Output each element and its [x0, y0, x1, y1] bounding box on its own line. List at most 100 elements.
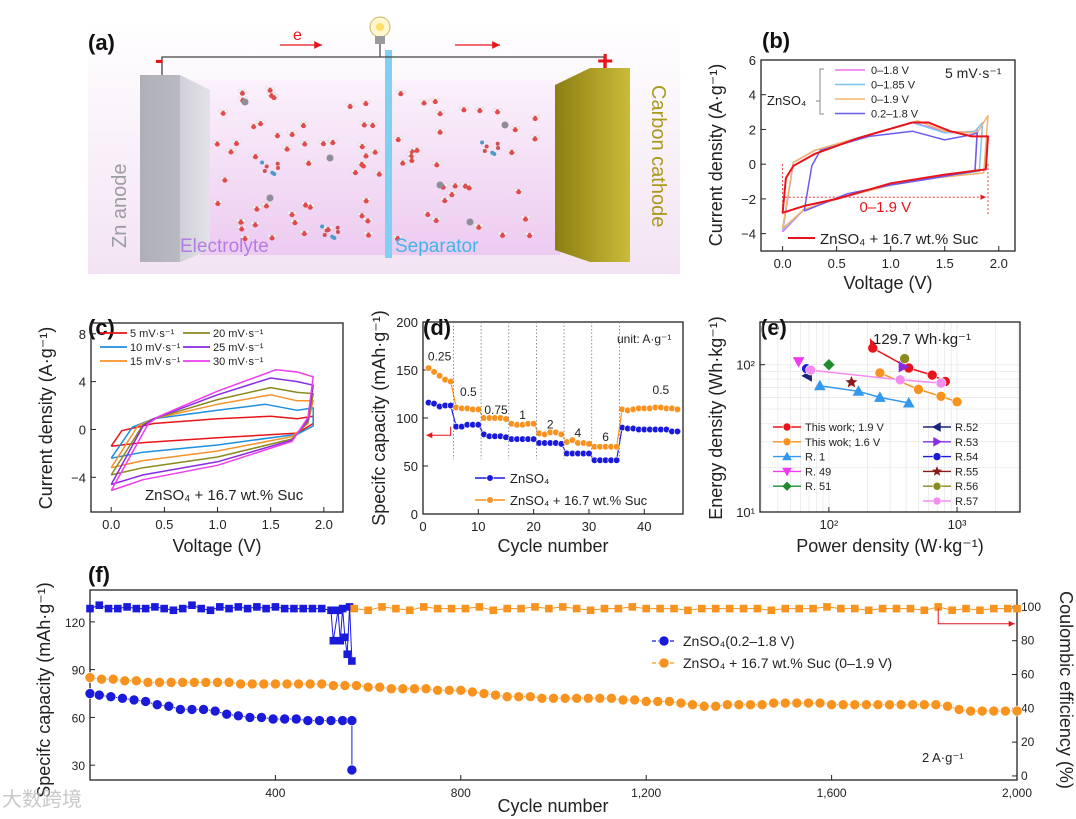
- water-molecule: [357, 160, 367, 167]
- water-molecule: [530, 114, 540, 121]
- legend-marker: [932, 496, 942, 506]
- water-molecule: [497, 231, 508, 238]
- data-point: [107, 673, 119, 685]
- water-molecule: [435, 109, 445, 117]
- data-point: [325, 715, 337, 726]
- plot-area: [424, 364, 682, 464]
- data-point: [571, 692, 582, 704]
- water-molecule: [359, 121, 370, 128]
- data-point: [613, 456, 621, 464]
- water-molecule: [236, 218, 246, 225]
- x-tick-label: 40: [637, 519, 651, 534]
- data-point: [243, 604, 252, 613]
- plot-area: [792, 342, 963, 408]
- data-point: [845, 375, 858, 388]
- water-molecule: [218, 109, 228, 116]
- legend-label: 0–1.9 V: [871, 94, 910, 106]
- data-point: [805, 364, 816, 376]
- data-point: [188, 677, 200, 688]
- data-point: [163, 700, 175, 712]
- data-point: [329, 636, 338, 645]
- data-point: [1000, 705, 1011, 717]
- data-point: [281, 678, 293, 690]
- series-znso4-ce: [86, 601, 356, 665]
- water-molecule: [361, 152, 371, 159]
- plot-frame: [90, 322, 344, 513]
- data-point: [474, 405, 482, 413]
- water-molecule: [361, 99, 371, 107]
- data-point: [953, 704, 965, 715]
- water-molecule: [328, 138, 338, 146]
- water-molecule: [299, 229, 310, 237]
- zn-ion: [466, 218, 474, 226]
- data-point: [348, 657, 356, 665]
- legend-label: This work; 1.9 V: [805, 422, 885, 434]
- legend-label: R.52: [955, 422, 978, 434]
- data-point: [629, 694, 640, 706]
- data-point: [223, 677, 235, 688]
- data-point: [119, 675, 131, 687]
- legend-label: 15 mV·s⁻¹: [130, 356, 181, 368]
- data-point: [670, 604, 678, 613]
- data-point: [200, 677, 212, 688]
- data-point: [918, 699, 930, 710]
- data-point: [461, 604, 470, 613]
- cv-curve: [110, 394, 314, 469]
- data-point: [874, 367, 886, 379]
- series-suc: [424, 364, 682, 451]
- rate-label: 0.5: [460, 385, 477, 399]
- x-tick-label: 0: [419, 519, 426, 534]
- data-point: [530, 435, 538, 443]
- water-molecule: [370, 148, 380, 155]
- data-point: [142, 677, 154, 688]
- data-point: [188, 601, 196, 610]
- series-znso4: [424, 399, 682, 464]
- y-axis-label: Energy density (Wh·kg⁻¹): [706, 316, 726, 520]
- y-tick-label: 0: [411, 507, 418, 522]
- x-tick-label: 2.0: [990, 256, 1008, 271]
- data-point: [308, 604, 317, 613]
- data-point: [684, 606, 692, 615]
- data-point: [364, 606, 372, 615]
- data-point: [803, 697, 814, 709]
- data-point: [878, 604, 887, 613]
- x-axis-label: Voltage (V): [172, 536, 261, 556]
- y2-tick-label: 100: [1021, 600, 1041, 614]
- water-molecule: [236, 225, 247, 232]
- water-molecule: [510, 125, 520, 133]
- data-point: [545, 604, 553, 613]
- plot-frame: [760, 59, 1016, 252]
- data-point: [664, 696, 675, 707]
- data-point: [652, 696, 664, 707]
- legend: 5 mV·s⁻¹ 10 mV·s⁻¹ 15 mV·s⁻¹ 20 mV·s⁻¹ 25 mV…: [100, 328, 264, 368]
- water-molecule: [432, 161, 442, 168]
- legend-label: R. 49: [805, 466, 831, 478]
- data-point: [976, 606, 984, 615]
- y-tick-label: 60: [72, 711, 86, 725]
- series-line: [89, 693, 353, 770]
- watermark: 大数跨境: [2, 788, 82, 811]
- series-suc-capacity: [84, 672, 1023, 717]
- series-suc-ce: [350, 603, 1021, 615]
- data-point: [385, 683, 397, 695]
- data-point: [169, 606, 178, 615]
- legend: ZnSO₄(0.2–1.8 V) ZnSO₄ + 16.7 wt.% Suc (0…: [652, 633, 892, 671]
- data-point: [117, 692, 128, 704]
- electrolyte-annotation: ZnSO₄ + 16.7 wt.% Suc: [145, 487, 304, 504]
- electron-label: e: [293, 27, 302, 44]
- data-point: [898, 360, 910, 373]
- lightbulb-icon: [369, 16, 391, 57]
- data-point: [531, 603, 539, 611]
- current-density-label: 2 A·g⁻¹: [922, 750, 964, 765]
- data-point: [197, 604, 206, 613]
- data-point: [656, 604, 664, 613]
- y-tick-label: −4: [71, 470, 86, 485]
- data-point: [327, 606, 335, 615]
- data-point: [233, 710, 244, 722]
- data-point: [123, 603, 131, 611]
- data-point: [351, 680, 362, 691]
- x-tick-label: 0.0: [102, 517, 120, 532]
- data-point: [154, 677, 165, 688]
- data-point: [673, 405, 682, 413]
- data-point: [455, 685, 467, 696]
